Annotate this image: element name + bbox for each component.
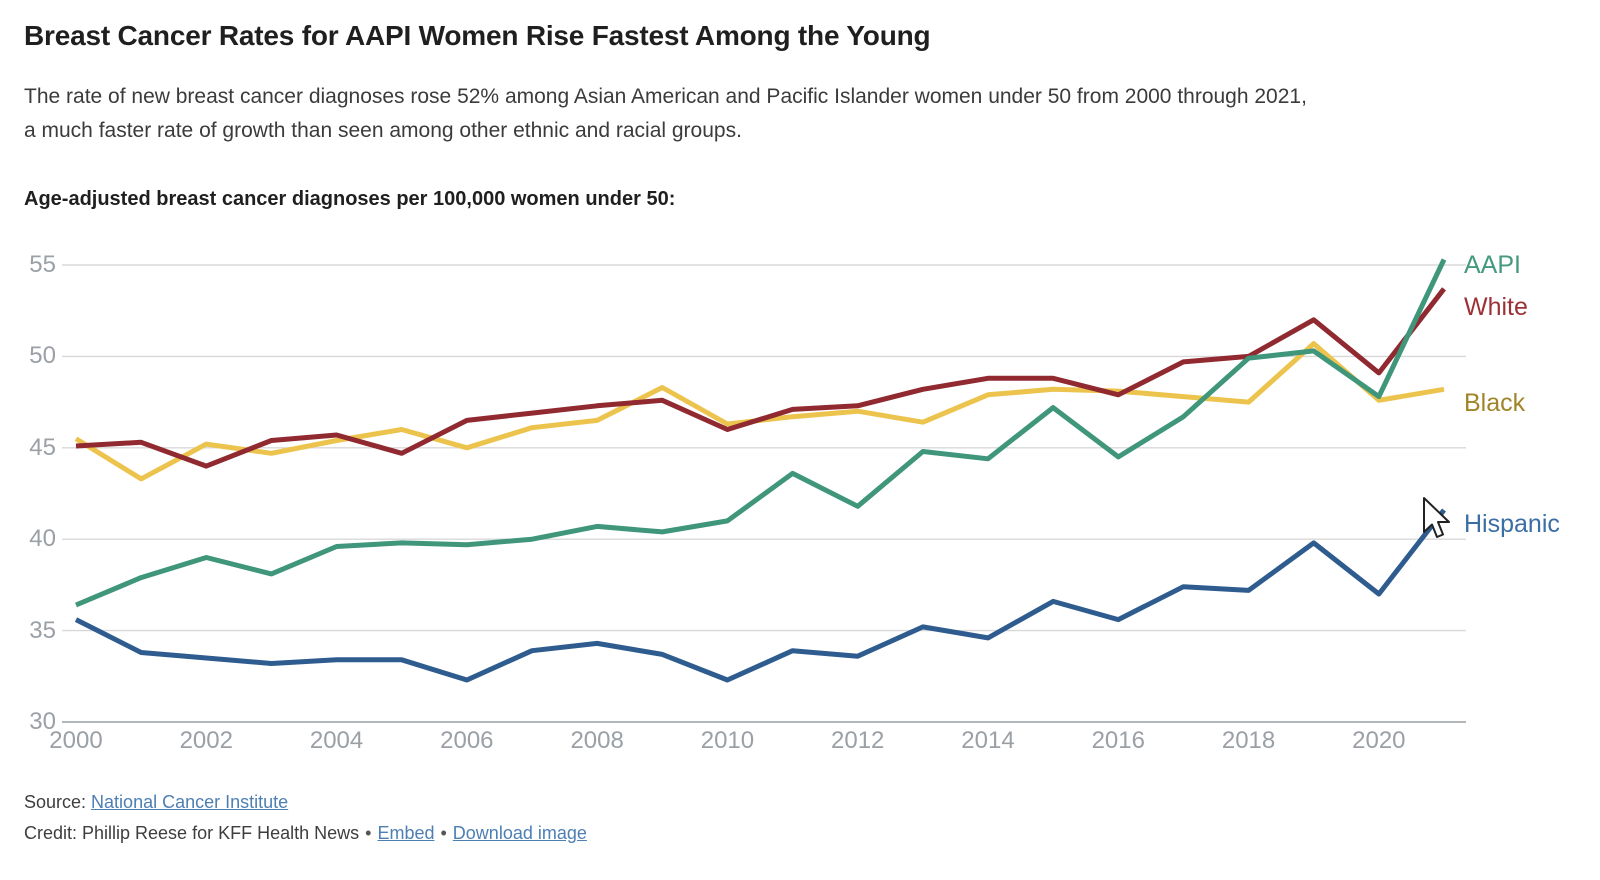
x-tick-label: 2004 — [309, 727, 364, 754]
series-line-black — [74, 341, 1445, 482]
x-tick-label: 2000 — [49, 727, 103, 754]
x-tick-label: 2020 — [1352, 727, 1406, 754]
y-tick-label: 40 — [29, 525, 56, 553]
download-image-link[interactable]: Download image — [452, 823, 587, 843]
mouse-cursor-icon — [1423, 497, 1450, 538]
legend-label-hispanic: Hispanic — [1464, 510, 1560, 538]
bullet-separator: • — [440, 823, 447, 843]
legend-label-aapi: AAPI — [1464, 251, 1521, 279]
y-tick-label: 35 — [29, 616, 56, 644]
x-tick-label: 2010 — [700, 727, 755, 754]
y-tick-label: 30 — [29, 708, 56, 735]
x-tick-label: 2018 — [1221, 727, 1276, 754]
embed-link[interactable]: Embed — [377, 823, 435, 843]
bullet-separator: • — [365, 823, 372, 843]
y-tick-label: 45 — [29, 433, 56, 461]
x-tick-label: 2016 — [1091, 727, 1145, 754]
page-subtitle: The rate of new breast cancer diagnoses … — [24, 85, 1307, 142]
credit-text: Credit: Phillip Reese for KFF Health New… — [24, 823, 360, 843]
series-line-white — [75, 287, 1446, 469]
legend-label-black: Black — [1464, 389, 1526, 417]
x-tick-label: 2008 — [570, 727, 624, 754]
x-tick-label: 2012 — [831, 727, 885, 754]
x-tick-label: 2002 — [179, 727, 233, 754]
chart-heading: Age-adjusted breast cancer diagnoses per… — [24, 188, 676, 210]
x-tick-label: 2006 — [440, 727, 494, 754]
x-tick-label: 2014 — [961, 727, 1015, 754]
y-tick-label: 55 — [29, 251, 56, 278]
credit-row: Credit: Phillip Reese for KFF Health New… — [24, 820, 587, 846]
source-row: Source: National Cancer Institute — [24, 789, 288, 815]
page-title: Breast Cancer Rates for AAPI Women Rise … — [24, 20, 931, 51]
series-line-hispanic — [74, 508, 1446, 683]
source-link[interactable]: National Cancer Institute — [91, 792, 289, 812]
legend-label-white: White — [1464, 293, 1528, 321]
y-tick-label: 50 — [29, 342, 56, 370]
source-prefix: Source: — [24, 792, 92, 812]
series-line-aapi — [75, 258, 1447, 608]
